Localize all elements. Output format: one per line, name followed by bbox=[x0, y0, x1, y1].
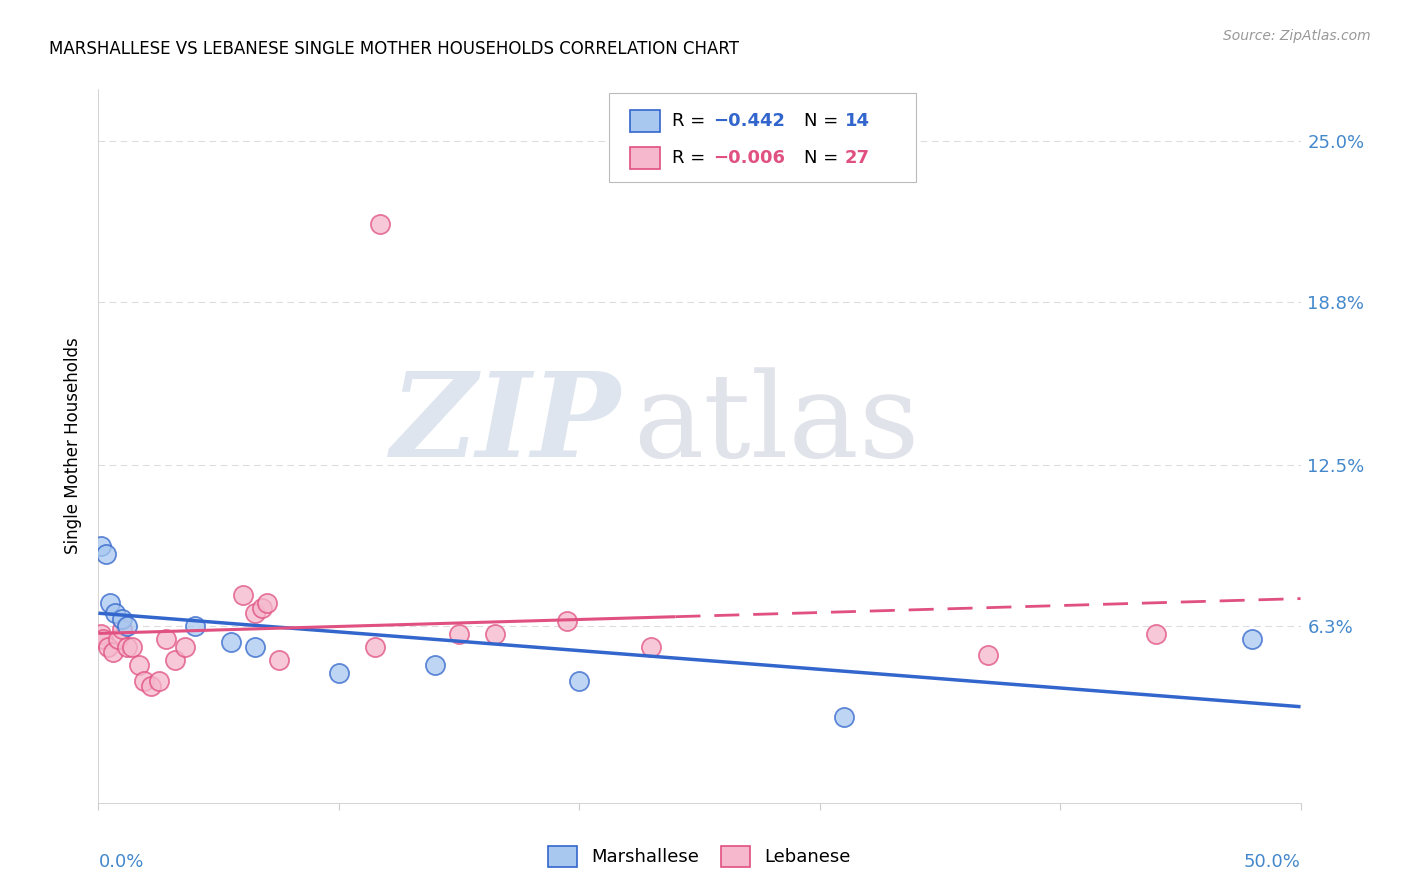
Point bbox=[1241, 632, 1264, 647]
Legend: Marshallese, Lebanese: Marshallese, Lebanese bbox=[538, 837, 860, 876]
Text: Source: ZipAtlas.com: Source: ZipAtlas.com bbox=[1223, 29, 1371, 43]
Point bbox=[107, 632, 129, 647]
Text: −0.006: −0.006 bbox=[713, 149, 785, 167]
Point bbox=[101, 645, 124, 659]
Point bbox=[97, 640, 120, 654]
Point bbox=[174, 640, 197, 654]
Point bbox=[90, 539, 112, 553]
Point bbox=[423, 658, 446, 673]
Point bbox=[328, 666, 350, 681]
Point bbox=[232, 588, 254, 602]
Text: 27: 27 bbox=[845, 149, 870, 167]
Point bbox=[364, 640, 387, 654]
FancyBboxPatch shape bbox=[609, 93, 915, 182]
Point bbox=[250, 601, 273, 615]
Point bbox=[148, 673, 170, 688]
Point bbox=[111, 611, 134, 625]
Text: 14: 14 bbox=[845, 112, 870, 130]
Text: 50.0%: 50.0% bbox=[1244, 853, 1301, 871]
Point bbox=[117, 640, 139, 654]
Point bbox=[141, 679, 163, 693]
Point bbox=[1144, 627, 1167, 641]
Point bbox=[219, 635, 242, 649]
Point bbox=[104, 607, 127, 621]
Text: MARSHALLESE VS LEBANESE SINGLE MOTHER HOUSEHOLDS CORRELATION CHART: MARSHALLESE VS LEBANESE SINGLE MOTHER HO… bbox=[49, 40, 740, 58]
Point bbox=[267, 653, 290, 667]
FancyBboxPatch shape bbox=[630, 147, 659, 169]
Text: R =: R = bbox=[672, 149, 711, 167]
Point bbox=[117, 619, 139, 633]
Point bbox=[368, 217, 391, 231]
Point bbox=[447, 627, 470, 641]
Point bbox=[155, 632, 177, 647]
Point bbox=[100, 596, 122, 610]
Point bbox=[243, 640, 266, 654]
Point bbox=[94, 547, 117, 561]
Point bbox=[640, 640, 662, 654]
Point bbox=[484, 627, 506, 641]
Point bbox=[90, 627, 112, 641]
Point bbox=[832, 710, 855, 724]
Y-axis label: Single Mother Households: Single Mother Households bbox=[65, 338, 83, 554]
Point bbox=[132, 673, 155, 688]
Point bbox=[977, 648, 1000, 662]
Text: −0.442: −0.442 bbox=[713, 112, 785, 130]
Point bbox=[256, 596, 278, 610]
FancyBboxPatch shape bbox=[630, 111, 659, 132]
Point bbox=[568, 673, 591, 688]
Text: atlas: atlas bbox=[633, 368, 920, 482]
Point bbox=[243, 607, 266, 621]
Point bbox=[121, 640, 143, 654]
Text: R =: R = bbox=[672, 112, 711, 130]
Text: N =: N = bbox=[804, 149, 844, 167]
Point bbox=[555, 614, 578, 628]
Text: ZIP: ZIP bbox=[391, 368, 621, 482]
Point bbox=[128, 658, 150, 673]
Text: N =: N = bbox=[804, 112, 844, 130]
Point bbox=[183, 619, 205, 633]
Point bbox=[165, 653, 187, 667]
Point bbox=[111, 622, 134, 636]
Point bbox=[91, 632, 114, 647]
Text: 0.0%: 0.0% bbox=[98, 853, 143, 871]
